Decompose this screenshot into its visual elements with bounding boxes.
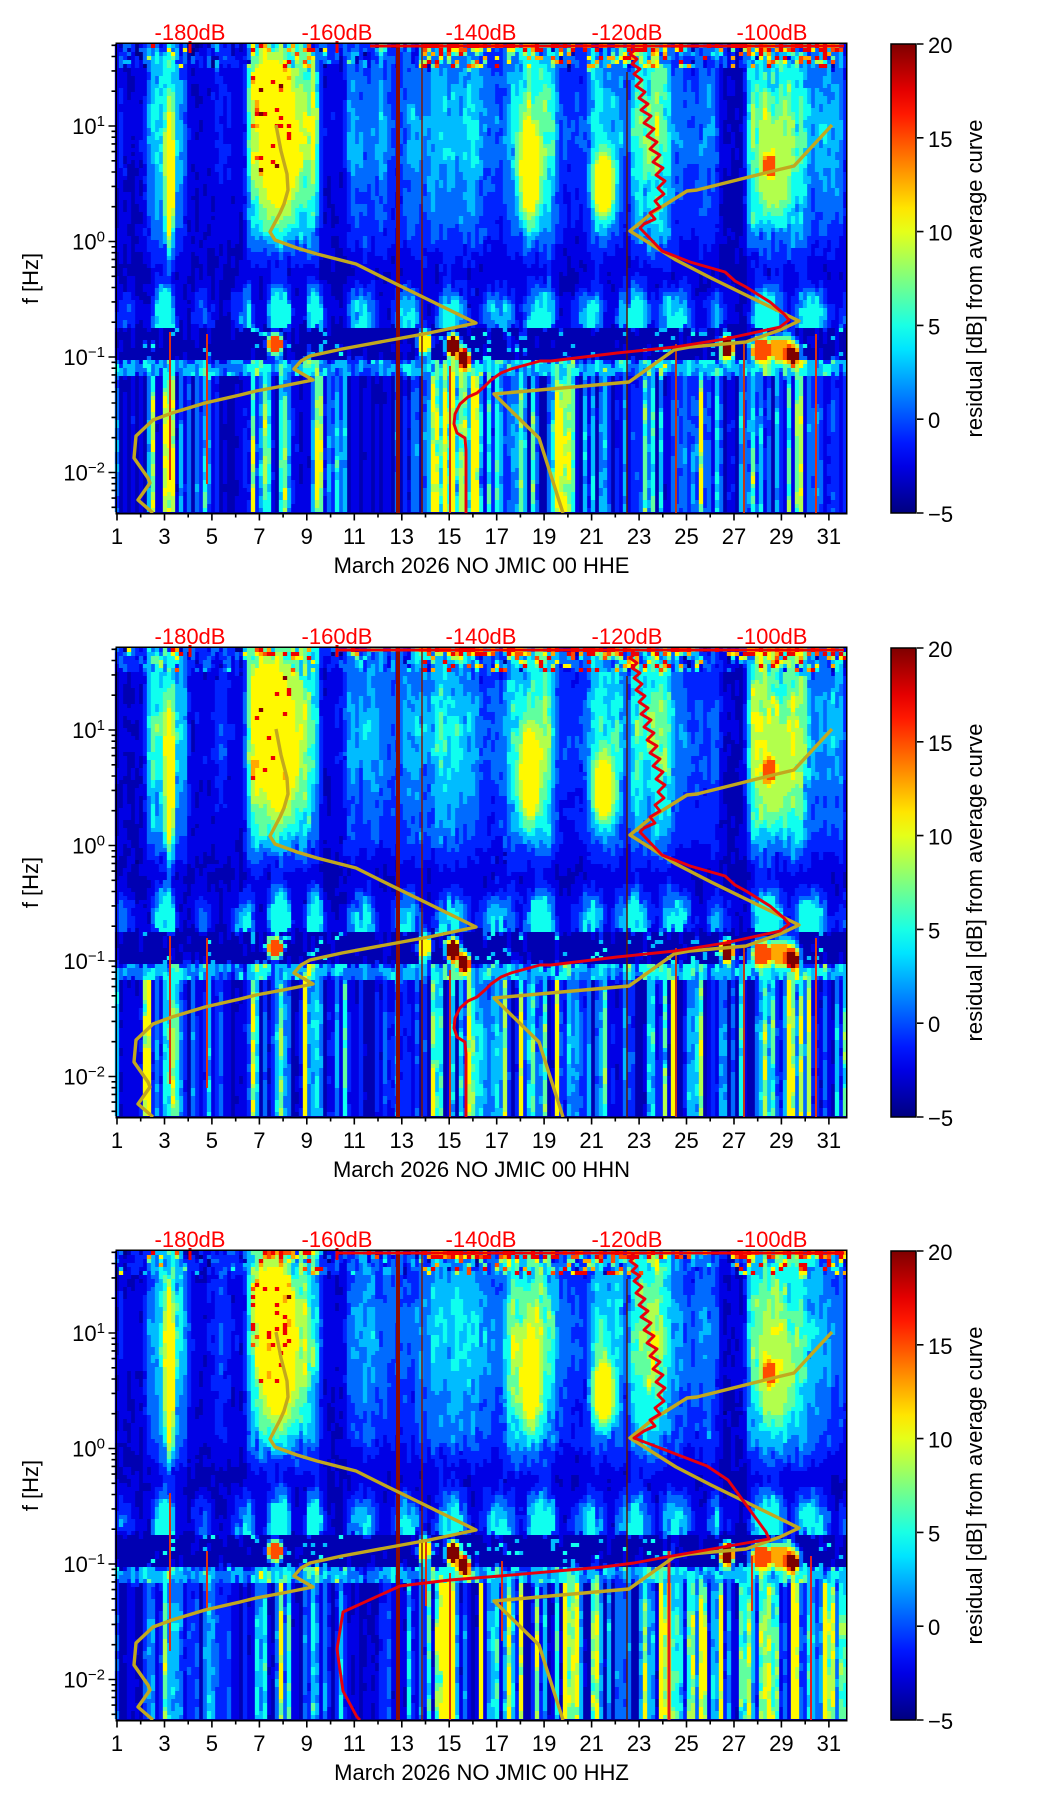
svg-text:21: 21	[579, 1128, 603, 1153]
svg-text:-140dB: -140dB	[446, 624, 517, 649]
svg-text:f [Hz]: f [Hz]	[18, 857, 43, 908]
svg-text:3: 3	[158, 1128, 170, 1153]
svg-text:5: 5	[928, 1521, 940, 1546]
svg-text:29: 29	[769, 1128, 793, 1153]
svg-text:10−1: 10−1	[63, 948, 105, 974]
svg-text:15: 15	[437, 524, 461, 549]
svg-text:27: 27	[722, 1128, 746, 1153]
svg-text:−5: −5	[928, 1709, 953, 1734]
svg-text:27: 27	[722, 1731, 746, 1756]
svg-text:-100dB: -100dB	[737, 1227, 808, 1252]
svg-text:−5: −5	[928, 502, 953, 527]
svg-text:-180dB: -180dB	[155, 1227, 226, 1252]
svg-text:15: 15	[928, 731, 952, 756]
svg-text:3: 3	[158, 1731, 170, 1756]
svg-text:25: 25	[674, 1731, 698, 1756]
svg-text:11: 11	[343, 524, 366, 549]
svg-text:9: 9	[301, 524, 313, 549]
svg-text:-140dB: -140dB	[446, 20, 517, 45]
svg-text:-120dB: -120dB	[592, 20, 663, 45]
svg-text:-160dB: -160dB	[302, 624, 373, 649]
svg-text:31: 31	[817, 524, 841, 549]
svg-text:3: 3	[158, 524, 170, 549]
svg-text:residual [dB] from average cur: residual [dB] from average curve	[962, 120, 987, 438]
svg-text:1: 1	[111, 1128, 123, 1153]
svg-text:9: 9	[301, 1128, 313, 1153]
svg-text:15: 15	[928, 127, 952, 152]
svg-text:March 2026 NO JMIC 00 HHZ: March 2026 NO JMIC 00 HHZ	[334, 1760, 629, 1785]
svg-text:31: 31	[817, 1128, 841, 1153]
svg-text:31: 31	[817, 1731, 841, 1756]
svg-text:19: 19	[532, 1128, 556, 1153]
svg-text:13: 13	[390, 524, 414, 549]
svg-text:21: 21	[579, 1731, 603, 1756]
svg-text:f [Hz]: f [Hz]	[18, 253, 43, 304]
svg-text:1: 1	[111, 524, 123, 549]
svg-text:residual [dB] from average cur: residual [dB] from average curve	[962, 1327, 987, 1645]
svg-text:10: 10	[928, 825, 952, 850]
svg-text:-160dB: -160dB	[302, 20, 373, 45]
svg-text:−5: −5	[928, 1106, 953, 1131]
svg-text:20: 20	[928, 637, 952, 662]
svg-text:23: 23	[627, 1731, 651, 1756]
svg-text:29: 29	[769, 524, 793, 549]
svg-text:15: 15	[437, 1731, 461, 1756]
svg-text:5: 5	[206, 1731, 218, 1756]
svg-text:March 2026 NO JMIC 00 HHN: March 2026 NO JMIC 00 HHN	[333, 1157, 630, 1182]
svg-text:-100dB: -100dB	[737, 624, 808, 649]
svg-text:25: 25	[674, 1128, 698, 1153]
svg-text:residual [dB] from average cur: residual [dB] from average curve	[962, 724, 987, 1042]
svg-text:5: 5	[206, 524, 218, 549]
svg-text:10: 10	[928, 1428, 952, 1453]
svg-text:100: 100	[72, 229, 105, 255]
svg-text:13: 13	[390, 1731, 414, 1756]
svg-text:21: 21	[579, 524, 603, 549]
svg-text:1: 1	[111, 1731, 123, 1756]
svg-text:-100dB: -100dB	[737, 20, 808, 45]
svg-text:9: 9	[301, 1731, 313, 1756]
svg-text:20: 20	[928, 33, 952, 58]
svg-text:20: 20	[928, 1240, 952, 1265]
svg-text:29: 29	[769, 1731, 793, 1756]
svg-text:0: 0	[928, 408, 940, 433]
svg-text:-180dB: -180dB	[155, 624, 226, 649]
svg-text:0: 0	[928, 1012, 940, 1037]
svg-text:-180dB: -180dB	[155, 20, 226, 45]
svg-text:10−2: 10−2	[63, 1667, 105, 1693]
svg-text:19: 19	[532, 1731, 556, 1756]
svg-text:March 2026 NO JMIC 00 HHE: March 2026 NO JMIC 00 HHE	[334, 553, 630, 578]
svg-text:25: 25	[674, 524, 698, 549]
svg-text:23: 23	[627, 524, 651, 549]
svg-text:15: 15	[437, 1128, 461, 1153]
svg-text:17: 17	[484, 524, 508, 549]
svg-text:19: 19	[532, 524, 556, 549]
svg-text:5: 5	[206, 1128, 218, 1153]
svg-text:11: 11	[343, 1128, 366, 1153]
svg-text:23: 23	[627, 1128, 651, 1153]
svg-text:5: 5	[928, 918, 940, 943]
svg-text:10−1: 10−1	[63, 344, 105, 370]
svg-text:7: 7	[253, 524, 265, 549]
svg-text:11: 11	[343, 1731, 366, 1756]
svg-text:0: 0	[928, 1615, 940, 1640]
svg-text:7: 7	[253, 1128, 265, 1153]
svg-text:-160dB: -160dB	[302, 1227, 373, 1252]
svg-text:13: 13	[390, 1128, 414, 1153]
svg-text:5: 5	[928, 314, 940, 339]
svg-text:7: 7	[253, 1731, 265, 1756]
svg-text:-140dB: -140dB	[446, 1227, 517, 1252]
svg-text:-120dB: -120dB	[592, 1227, 663, 1252]
svg-text:f [Hz]: f [Hz]	[18, 1460, 43, 1511]
svg-text:10: 10	[928, 221, 952, 246]
svg-text:10−2: 10−2	[63, 1064, 105, 1090]
svg-text:17: 17	[484, 1731, 508, 1756]
svg-text:27: 27	[722, 524, 746, 549]
svg-text:-120dB: -120dB	[592, 624, 663, 649]
svg-text:17: 17	[484, 1128, 508, 1153]
svg-text:15: 15	[928, 1334, 952, 1359]
